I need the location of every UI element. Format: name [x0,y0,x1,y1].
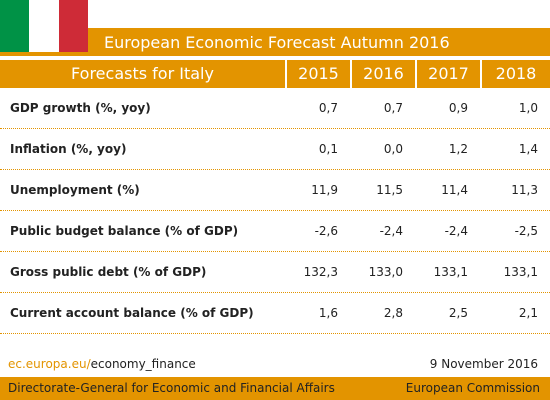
website-link[interactable]: ec.europa.eu/economy_finance [8,357,196,371]
bottom-bar [0,377,550,400]
table-row: GDP growth (%, yoy) 0,7 0,7 0,9 1,0 [0,88,550,129]
cell-value: 1,6 [318,306,338,320]
row-label: Gross public debt (% of GDP) [10,265,207,279]
date: 9 November 2016 [429,357,538,371]
row-label: Public budget balance (% of GDP) [10,224,239,238]
cell-value: 0,1 [318,142,338,156]
table-row: Gross public debt (% of GDP) 132,3 133,0 13… [0,252,550,293]
year-header: 2018 [480,60,550,88]
link-domain[interactable]: ec.europa.eu/ [8,357,91,371]
cell-value: 11,4 [441,183,468,197]
cell-value: 2,1 [518,306,538,320]
title: European Economic Forecast Autumn 2016 [104,33,450,52]
table-row: Inflation (%, yoy) 0,1 0,0 1,2 1,4 [0,129,550,170]
cell-value: 0,0 [383,142,403,156]
table-row: Unemployment (%) 11,9 11,5 11,4 11,3 [0,170,550,211]
row-label: Unemployment (%) [10,183,140,197]
cell-value: 11,3 [511,183,538,197]
row-label: Current account balance (% of GDP) [10,306,254,320]
commission: European Commission [405,381,540,395]
cell-value: 0,9 [448,101,468,115]
cell-value: 11,5 [376,183,403,197]
link-path[interactable]: economy_finance [90,357,196,371]
italian-flag [0,0,88,52]
year-header: 2015 [285,60,350,88]
cell-value: 132,3 [303,265,338,279]
cell-value: 11,9 [311,183,338,197]
year-header: 2016 [350,60,415,88]
cell-value: 133,1 [503,265,538,279]
cell-value: -2,6 [314,224,338,238]
label-header: Forecasts for Italy [71,64,214,83]
cell-value: 1,4 [518,142,538,156]
cell-value: 1,0 [518,101,538,115]
cell-value: 0,7 [318,101,338,115]
row-label: Inflation (%, yoy) [10,142,127,156]
cell-value: -2,4 [379,224,403,238]
cell-value: 2,5 [448,306,468,320]
directorate: Directorate-General for Economic and Fin… [8,381,335,395]
cell-value: -2,4 [444,224,468,238]
table-row: Current account balance (% of GDP) 1,6 2,8… [0,293,550,334]
cell-value: -2,5 [514,224,538,238]
table-row: Public budget balance (% of GDP) -2,6 -2,4… [0,211,550,252]
cell-value: 2,8 [383,306,403,320]
title-band [0,28,550,56]
cell-value: 133,0 [368,265,403,279]
cell-value: 1,2 [448,142,468,156]
cell-value: 0,7 [383,101,403,115]
row-label: GDP growth (%, yoy) [10,101,151,115]
year-header: 2017 [415,60,480,88]
table-header: Forecasts for Italy 2015 2016 2017 2018 [0,60,550,88]
cell-value: 133,1 [433,265,468,279]
